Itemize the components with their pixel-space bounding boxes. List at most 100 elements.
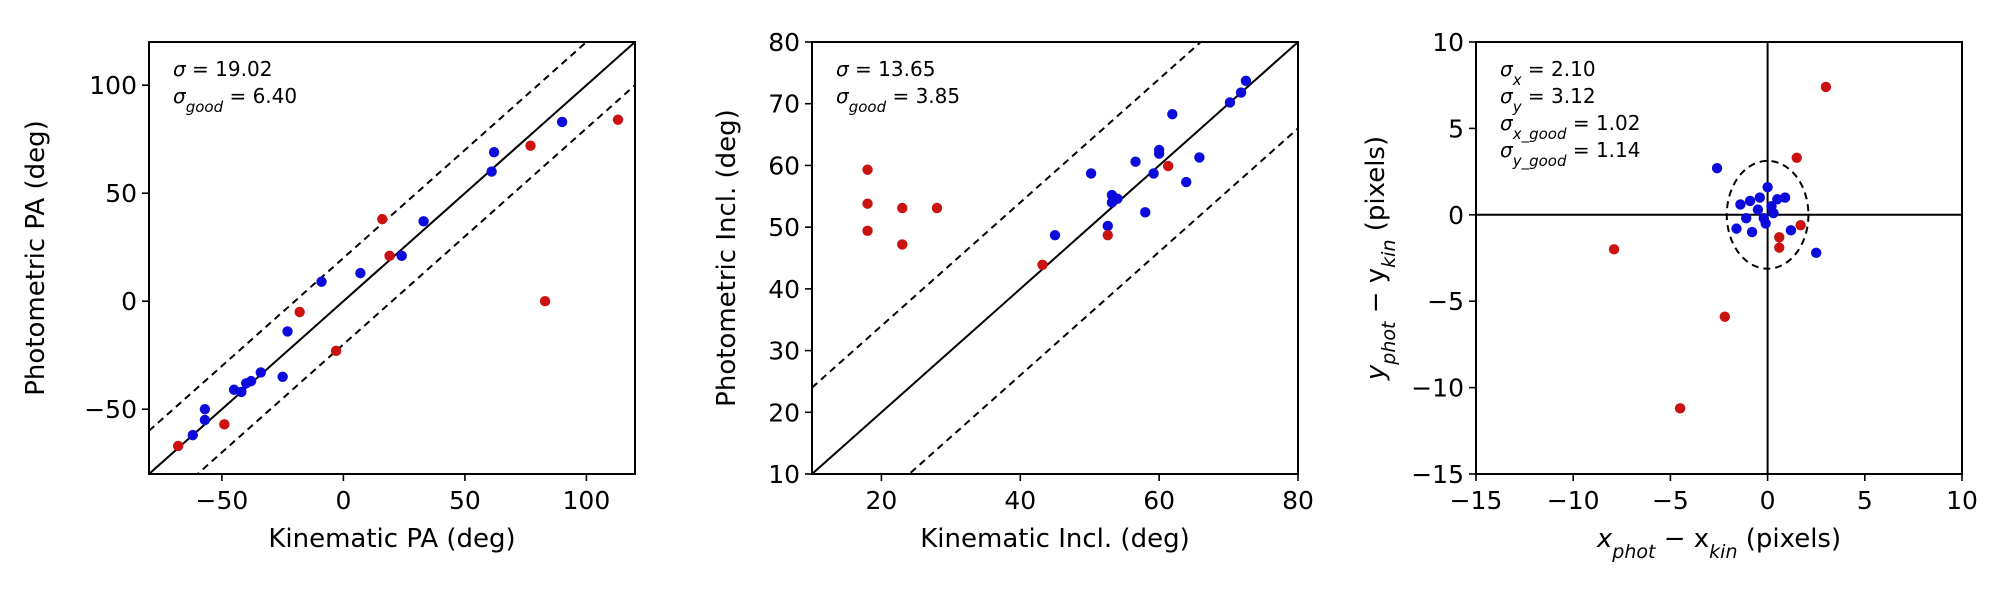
data-point-outlier xyxy=(1820,81,1832,93)
dashed-offset-line xyxy=(907,127,1298,474)
sigma-annotation: σy = 3.12 xyxy=(1500,84,1596,116)
data-point-good xyxy=(1049,229,1061,241)
sigma-annotation: σ = 19.02 xyxy=(173,57,272,81)
y-axis-label: Photometric Incl. (deg) xyxy=(712,109,742,407)
x-tick-label: 80 xyxy=(1282,486,1314,515)
data-point-good xyxy=(1148,168,1159,179)
subplot-pa: −50 0 50 100 −50 0 50 100 Kinematic PA (deg) Phot… xyxy=(21,41,636,554)
y-tick-label: −5 xyxy=(1427,287,1464,316)
data-point-good xyxy=(1085,168,1097,179)
data-point-outlier xyxy=(1791,152,1802,163)
data-point-good xyxy=(1194,152,1205,163)
data-point-outlier xyxy=(219,419,230,430)
data-point-outlier xyxy=(330,345,342,357)
x-tick-label: 100 xyxy=(563,486,611,515)
data-point-outlier xyxy=(931,202,943,214)
data-point-good xyxy=(277,371,288,382)
data-point-good xyxy=(355,267,366,279)
x-axis-label: Kinematic PA (deg) xyxy=(268,524,515,554)
data-point-outlier xyxy=(862,225,873,237)
sigma-annotation: σy_good = 1.14 xyxy=(1500,138,1640,171)
data-point-good xyxy=(396,250,407,262)
y-tick-label: 60 xyxy=(768,151,800,180)
plot-frame xyxy=(1475,41,1963,475)
data-point-good xyxy=(187,429,198,441)
x-tick-label: 40 xyxy=(1004,486,1036,515)
data-point-good xyxy=(1744,195,1756,207)
data-point-good xyxy=(316,276,327,287)
data-point-good xyxy=(1731,223,1742,234)
data-point-good xyxy=(1140,207,1151,218)
data-point-good xyxy=(1112,193,1123,204)
data-point-outlier xyxy=(1102,229,1113,241)
plot-frame xyxy=(148,41,636,475)
data-point-good xyxy=(1224,97,1236,108)
x-tick-label: 5 xyxy=(1857,486,1873,515)
data-point-outlier xyxy=(1795,219,1806,231)
x-tick-label: −15 xyxy=(1450,486,1503,515)
data-point-good xyxy=(1752,204,1764,215)
y-tick-label: 0 xyxy=(1448,201,1464,230)
x-axis-label: Kinematic Incl. (deg) xyxy=(920,524,1189,554)
sigma-annotation: σx_good = 1.02 xyxy=(1500,111,1640,144)
sigma-annotation: σgood = 3.85 xyxy=(836,84,960,116)
data-point-outlier xyxy=(862,164,873,175)
one-to-one-line xyxy=(812,42,1298,474)
data-point-good xyxy=(1811,247,1822,259)
data-point-outlier xyxy=(377,213,388,225)
sigma-annotation: σ = 13.65 xyxy=(836,57,935,81)
data-point-good xyxy=(556,116,568,128)
plot-frame xyxy=(811,41,1299,475)
data-point-outlier xyxy=(862,198,873,209)
x-tick-label: 10 xyxy=(1946,486,1978,515)
y-axis-label: Photometric PA (deg) xyxy=(21,120,51,396)
data-point-outlier xyxy=(294,306,305,318)
data-point-outlier xyxy=(897,202,908,214)
data-point-good xyxy=(418,216,429,227)
y-tick-label: 100 xyxy=(89,71,137,100)
data-point-outlier xyxy=(525,140,536,151)
data-point-outlier xyxy=(384,250,395,262)
data-point-good xyxy=(1735,199,1746,210)
x-tick-label: 0 xyxy=(335,486,351,515)
data-point-good xyxy=(1130,156,1141,167)
sigma-annotation: σx = 2.10 xyxy=(1500,57,1596,89)
data-point-good xyxy=(236,386,247,398)
y-tick-label: 50 xyxy=(768,213,800,242)
y-tick-label: −15 xyxy=(1411,460,1464,489)
x-tick-label: −5 xyxy=(1652,486,1689,515)
data-point-outlier xyxy=(1719,311,1731,322)
y-axis-label: yphot − ykin (pixels) xyxy=(1361,136,1400,381)
data-point-good xyxy=(1772,194,1783,205)
data-point-good xyxy=(1785,225,1797,236)
data-point-outlier xyxy=(1674,403,1686,414)
x-axis-label: xphot − xkin (pixels) xyxy=(1596,524,1841,563)
data-point-good xyxy=(199,404,211,415)
data-point-good xyxy=(1754,192,1766,203)
dashed-offset-line xyxy=(149,42,588,432)
y-tick-label: 40 xyxy=(768,275,800,304)
data-point-good xyxy=(488,146,500,158)
data-point-good xyxy=(1102,220,1113,232)
x-tick-label: 60 xyxy=(1143,486,1175,515)
sigma-ellipse xyxy=(1725,159,1810,270)
data-point-good xyxy=(1746,226,1758,238)
data-point-good xyxy=(1240,75,1252,87)
data-point-outlier xyxy=(172,440,184,452)
dashed-offset-line xyxy=(196,84,635,474)
data-point-outlier xyxy=(1037,259,1048,270)
data-point-good xyxy=(199,414,211,426)
data-point-outlier xyxy=(1162,160,1174,172)
subplot-incl: 20 40 60 80 10 20 30 40 50 60 70 80 Kinematic Incl. … xyxy=(712,28,1314,554)
x-tick-label: 50 xyxy=(449,486,481,515)
y-tick-label: 5 xyxy=(1448,114,1464,143)
data-point-good xyxy=(255,367,266,378)
data-point-outlier xyxy=(897,239,908,250)
data-point-outlier xyxy=(612,114,624,125)
y-tick-label: 10 xyxy=(1432,28,1464,57)
y-tick-label: 80 xyxy=(768,28,800,57)
y-tick-label: 0 xyxy=(121,287,137,316)
data-point-good xyxy=(1768,207,1779,219)
y-tick-label: 20 xyxy=(768,398,800,427)
